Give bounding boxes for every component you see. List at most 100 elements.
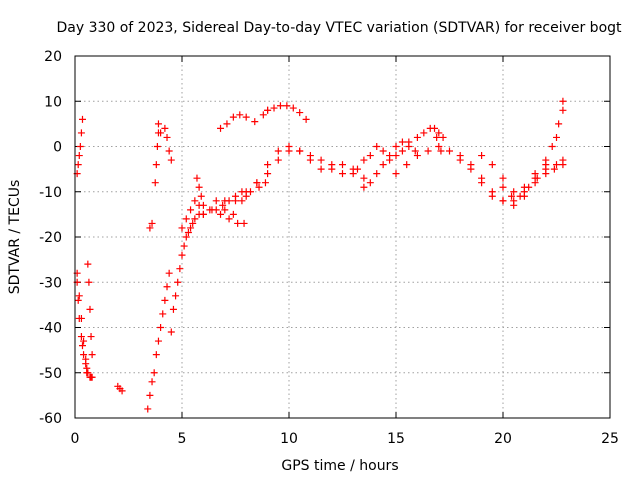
data-point (80, 351, 88, 359)
data-point (165, 147, 173, 155)
x-tick-label: 0 (71, 431, 80, 447)
data-point (236, 111, 244, 119)
data-point (86, 305, 94, 313)
data-point (317, 156, 325, 164)
data-point (187, 224, 195, 232)
x-tick-label: 20 (494, 431, 512, 447)
data-point (146, 391, 154, 399)
data-point (478, 179, 486, 187)
data-point (212, 197, 220, 205)
data-point (176, 265, 184, 273)
x-tick-label: 10 (280, 431, 298, 447)
y-tick-label: 10 (44, 94, 62, 110)
data-point (146, 224, 154, 232)
data-point (360, 183, 368, 191)
data-point (88, 373, 96, 381)
data-point (510, 188, 518, 196)
series-arc-z2 (499, 156, 567, 200)
data-point (550, 165, 558, 173)
data-point (75, 314, 83, 322)
data-point (559, 156, 567, 164)
data-point (165, 269, 173, 277)
series-arc-d (84, 260, 96, 359)
data-point (379, 147, 387, 155)
data-point (435, 143, 443, 150)
data-point (435, 129, 443, 137)
y-tick-label: -10 (39, 185, 62, 201)
data-point (83, 369, 91, 377)
data-point (74, 296, 82, 304)
data-point (163, 133, 171, 141)
data-point (276, 102, 284, 110)
series-arc-z (478, 106, 567, 196)
data-point (261, 179, 269, 187)
data-point (373, 170, 381, 178)
data-point (392, 152, 400, 160)
data-point (161, 124, 169, 132)
data-point (221, 197, 229, 205)
data-point (353, 165, 361, 173)
data-point (542, 156, 550, 164)
data-point (456, 156, 464, 164)
data-point (296, 109, 304, 117)
data-point (386, 156, 394, 164)
data-point (533, 174, 541, 182)
data-point (264, 170, 272, 178)
data-point (431, 124, 439, 132)
data-point (264, 161, 272, 169)
data-point (264, 106, 272, 114)
data-point (84, 260, 92, 268)
data-point (251, 118, 259, 126)
data-point (525, 183, 533, 191)
data-point (499, 183, 507, 191)
data-points (73, 97, 567, 413)
data-point (285, 147, 293, 155)
data-point (178, 224, 186, 232)
data-point (398, 138, 406, 146)
data-point (270, 104, 278, 112)
data-point (317, 165, 325, 173)
data-point (219, 201, 227, 209)
series-arc-q (264, 102, 310, 123)
data-point (87, 333, 95, 341)
data-point (413, 133, 421, 141)
data-point (167, 328, 175, 336)
data-point (413, 152, 421, 160)
data-point (154, 337, 162, 345)
data-point (150, 369, 158, 377)
y-tick-label: 20 (44, 49, 62, 65)
data-point (82, 360, 90, 368)
data-point (199, 201, 207, 209)
series-arc-v (392, 143, 443, 178)
series-arc-f (144, 378, 156, 413)
y-tick-label: -20 (39, 230, 62, 246)
data-point (187, 206, 195, 214)
series-arc-h (150, 269, 173, 377)
x-tick-label: 5 (178, 431, 187, 447)
data-point (403, 161, 411, 169)
data-point (197, 192, 205, 200)
series-arc-k (161, 124, 175, 164)
data-point (240, 219, 248, 227)
data-point (154, 120, 162, 128)
data-point (411, 147, 419, 155)
data-point (553, 161, 560, 169)
series-arc-g (146, 219, 156, 232)
series-arc-c (73, 278, 91, 377)
data-point (446, 147, 453, 155)
data-point (178, 251, 186, 259)
data-point (392, 143, 400, 150)
x-axis-label: GPS time / hours (281, 458, 398, 474)
data-point (172, 292, 180, 300)
data-point (296, 147, 304, 155)
y-tick-label: -60 (39, 411, 62, 427)
data-point (516, 192, 524, 200)
series-arc-t (360, 138, 419, 191)
data-point (182, 215, 190, 223)
data-point (159, 310, 167, 318)
data-point (478, 152, 486, 160)
data-point (161, 296, 169, 304)
data-point (74, 161, 82, 169)
data-point (467, 165, 475, 173)
